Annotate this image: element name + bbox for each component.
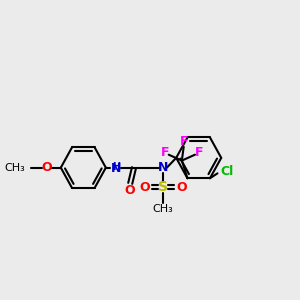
Text: N: N [158, 161, 168, 174]
Text: Cl: Cl [220, 165, 233, 178]
Text: F: F [194, 146, 203, 159]
Text: S: S [158, 180, 168, 194]
Text: H: H [112, 162, 121, 172]
Text: N: N [110, 162, 121, 175]
Text: CH₃: CH₃ [153, 204, 173, 214]
Text: O: O [176, 181, 187, 194]
Text: O: O [124, 184, 135, 197]
Text: O: O [41, 161, 52, 174]
Text: CH₃: CH₃ [4, 163, 25, 173]
Text: F: F [179, 135, 188, 148]
Text: F: F [161, 146, 169, 159]
Text: O: O [139, 181, 150, 194]
